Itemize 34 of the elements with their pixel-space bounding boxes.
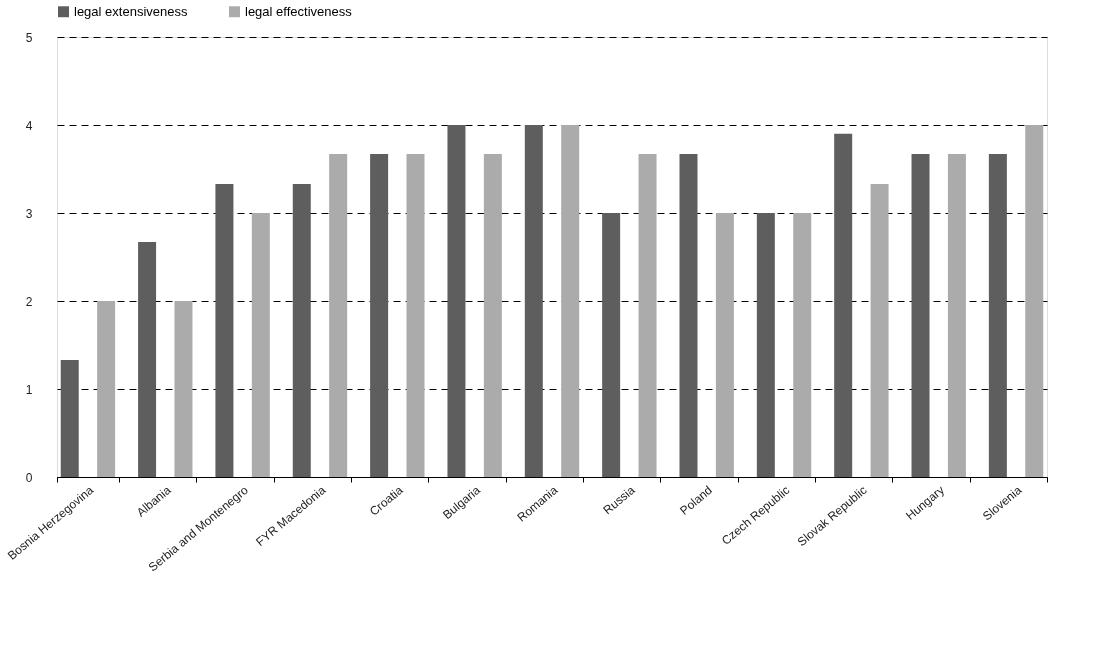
y-tick-label: 0	[25, 470, 33, 485]
bar	[1025, 125, 1044, 477]
bar	[138, 242, 157, 477]
y-tick-label: 5	[25, 30, 33, 45]
legend-label: legal effectiveness	[245, 3, 353, 19]
bar	[174, 301, 193, 477]
bar	[329, 154, 348, 477]
y-tick-label: 1	[25, 382, 33, 397]
bar	[602, 213, 621, 477]
bar	[988, 154, 1007, 477]
bar	[447, 125, 466, 477]
y-tick-label: 2	[25, 294, 33, 309]
bar	[97, 301, 116, 477]
bar	[524, 125, 543, 477]
bar	[406, 154, 425, 477]
bar	[638, 154, 657, 477]
bar	[793, 213, 812, 477]
bar	[870, 183, 889, 477]
bar	[215, 183, 234, 477]
bar	[834, 133, 853, 477]
bar	[483, 154, 502, 477]
bar	[370, 154, 389, 477]
bar	[947, 154, 966, 477]
bar	[715, 213, 734, 477]
legend-label: legal extensiveness	[74, 3, 188, 19]
bar	[679, 154, 698, 477]
bar	[911, 154, 930, 477]
bar	[561, 125, 580, 477]
bar	[60, 359, 79, 477]
bar	[251, 213, 270, 477]
bar	[756, 213, 775, 477]
y-tick-label: 4	[25, 118, 33, 133]
bar	[292, 183, 311, 477]
y-tick-label: 3	[25, 206, 33, 221]
